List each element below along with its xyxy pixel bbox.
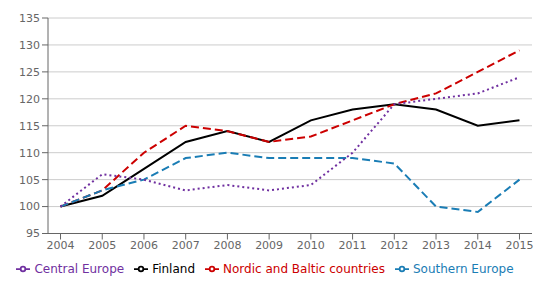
svg-text:120: 120: [19, 93, 40, 106]
svg-text:2015: 2015: [505, 239, 533, 252]
svg-text:115: 115: [19, 120, 40, 133]
svg-text:2006: 2006: [130, 239, 158, 252]
html-text:Southern Europe: Southern Europe: [413, 261, 514, 276]
svg-text:2012: 2012: [380, 239, 408, 252]
html-text:Finland: Finland: [152, 261, 195, 276]
html-text:Nordic and Baltic countries: Nordic and Baltic countries: [223, 261, 385, 276]
svg-text:2010: 2010: [297, 239, 325, 252]
svg-text:125: 125: [19, 66, 40, 79]
svg-text:100: 100: [19, 200, 40, 213]
svg-text:95: 95: [26, 227, 40, 240]
svg-text:2005: 2005: [88, 239, 116, 252]
svg-text:105: 105: [19, 174, 40, 187]
svg-text:2014: 2014: [464, 239, 492, 252]
svg-text:2011: 2011: [339, 239, 367, 252]
svg-text:2013: 2013: [422, 239, 450, 252]
svg-text:2009: 2009: [255, 239, 283, 252]
html-text:Central Europe: Central Europe: [34, 261, 125, 276]
svg-text:2007: 2007: [172, 239, 200, 252]
svg-text:130: 130: [19, 39, 40, 52]
svg-text:110: 110: [19, 147, 40, 160]
svg-text:135: 135: [19, 12, 40, 25]
svg-text:2004: 2004: [47, 239, 75, 252]
svg-text:2008: 2008: [213, 239, 241, 252]
